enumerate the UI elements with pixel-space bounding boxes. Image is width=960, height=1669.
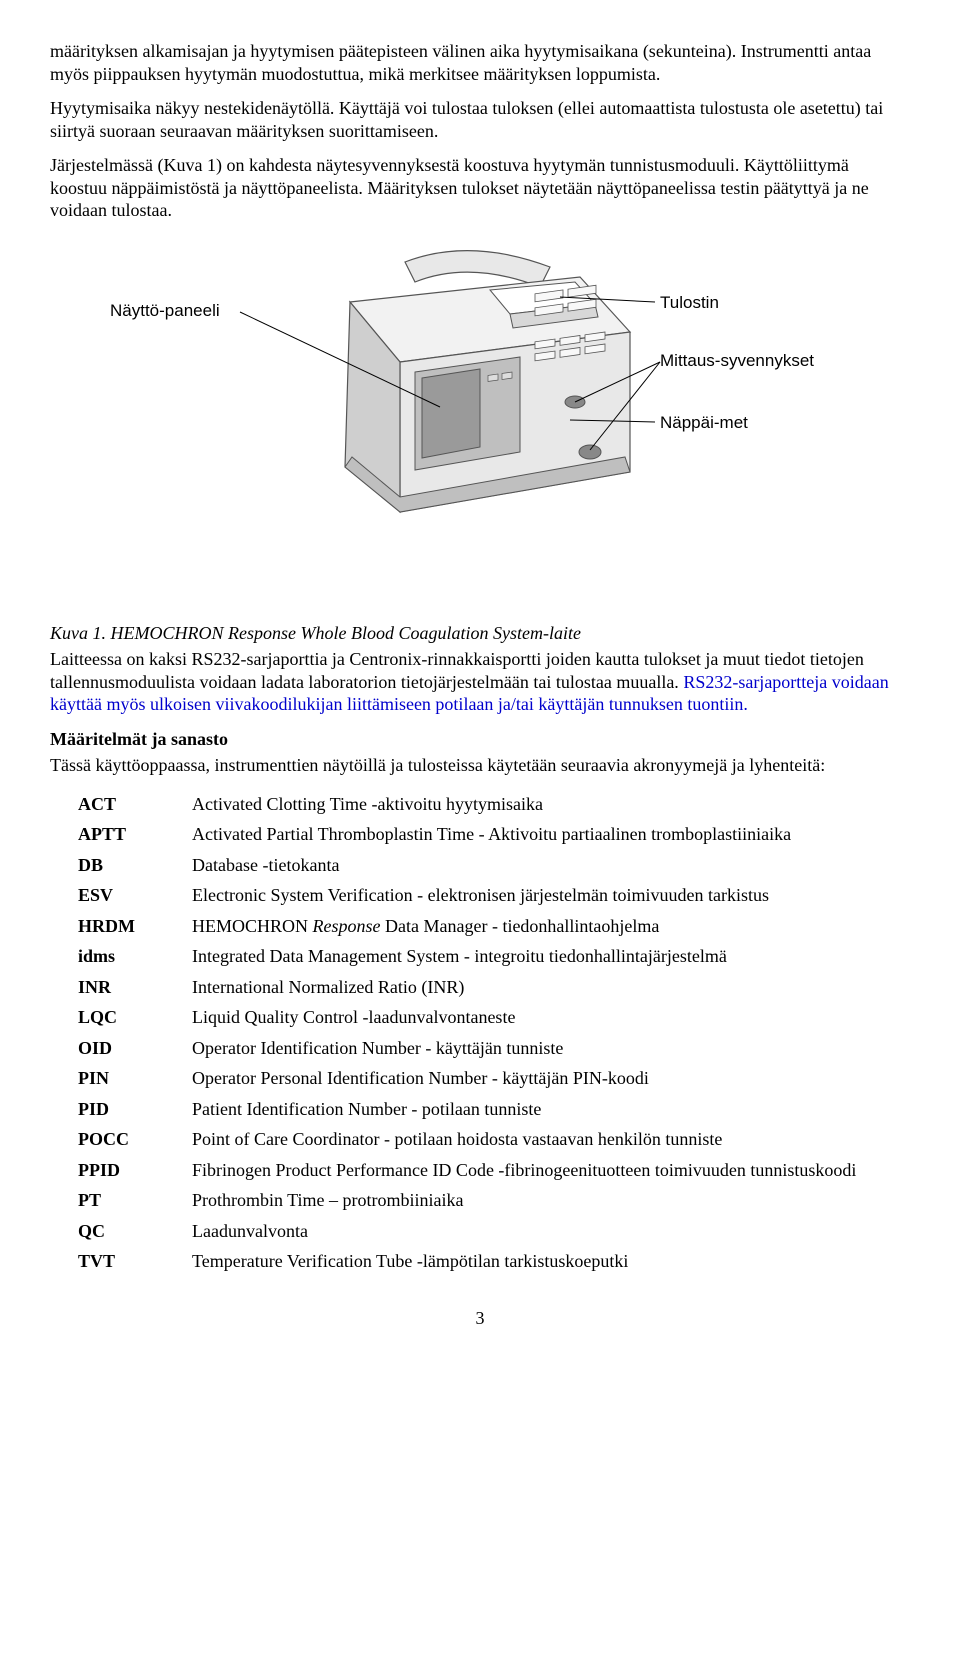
glossary-abbr: ACT — [78, 789, 192, 820]
glossary-abbr: PID — [78, 1094, 192, 1125]
glossary-row: ESVElectronic System Verification - elek… — [78, 880, 856, 911]
figure-caption: Kuva 1. HEMOCHRON Response Whole Blood C… — [50, 622, 910, 645]
glossary-abbr: OID — [78, 1033, 192, 1064]
paragraph-5: Tässä käyttöoppaassa, instrumenttien näy… — [50, 754, 910, 777]
glossary-abbr: idms — [78, 941, 192, 972]
glossary-abbr: POCC — [78, 1124, 192, 1155]
glossary-row: DBDatabase -tietokanta — [78, 850, 856, 881]
glossary-row: PINOperator Personal Identification Numb… — [78, 1063, 856, 1094]
glossary-def: Integrated Data Management System - inte… — [192, 941, 856, 972]
glossary-row: APTTActivated Partial Thromboplastin Tim… — [78, 819, 856, 850]
device-diagram: Näyttö-paneeli Tulostin Mittaus-syvennyk… — [50, 242, 910, 582]
glossary-def: Prothrombin Time – protrombiiniaika — [192, 1185, 856, 1216]
glossary-row: idmsIntegrated Data Management System - … — [78, 941, 856, 972]
glossary-abbr: PIN — [78, 1063, 192, 1094]
callout-printer: Tulostin — [660, 292, 719, 313]
paragraph-4: Laitteessa on kaksi RS232-sarjaporttia j… — [50, 648, 910, 716]
glossary-row: INRInternational Normalized Ratio (INR) — [78, 972, 856, 1003]
glossary-abbr: PT — [78, 1185, 192, 1216]
glossary-def: Point of Care Coordinator - potilaan hoi… — [192, 1124, 856, 1155]
glossary-row: PIDPatient Identification Number - potil… — [78, 1094, 856, 1125]
glossary-row: QCLaadunvalvonta — [78, 1216, 856, 1247]
glossary-def: Fibrinogen Product Performance ID Code -… — [192, 1155, 856, 1186]
glossary-def: Activated Partial Thromboplastin Time - … — [192, 819, 856, 850]
figure-caption-prefix: Kuva 1. — [50, 623, 111, 643]
glossary-abbr: QC — [78, 1216, 192, 1247]
glossary-row: ACTActivated Clotting Time -aktivoitu hy… — [78, 789, 856, 820]
glossary-abbr: TVT — [78, 1246, 192, 1277]
glossary-row: PTProthrombin Time – protrombiiniaika — [78, 1185, 856, 1216]
glossary-table: ACTActivated Clotting Time -aktivoitu hy… — [78, 789, 856, 1277]
glossary-abbr: LQC — [78, 1002, 192, 1033]
glossary-abbr: APTT — [78, 819, 192, 850]
glossary-abbr: HRDM — [78, 911, 192, 942]
glossary-def: Liquid Quality Control -laadunvalvontane… — [192, 1002, 856, 1033]
callout-keypad: Näppäi-met — [660, 412, 748, 433]
paragraph-3: Järjestelmässä (Kuva 1) on kahdesta näyt… — [50, 154, 910, 222]
section-title-definitions: Määritelmät ja sanasto — [50, 728, 910, 751]
glossary-abbr: PPID — [78, 1155, 192, 1186]
paragraph-1: määrityksen alkamisajan ja hyytymisen pä… — [50, 40, 910, 85]
glossary-row: TVTTemperature Verification Tube -lämpöt… — [78, 1246, 856, 1277]
glossary-row: HRDMHEMOCHRON Response Data Manager - ti… — [78, 911, 856, 942]
glossary-def: Laadunvalvonta — [192, 1216, 856, 1247]
glossary-row: LQCLiquid Quality Control -laadunvalvont… — [78, 1002, 856, 1033]
callout-display: Näyttö-paneeli — [110, 300, 220, 321]
paragraph-2: Hyytymisaika näkyy nestekidenäytöllä. Kä… — [50, 97, 910, 142]
figure-caption-text: HEMOCHRON Response Whole Blood Coagulati… — [111, 623, 581, 643]
glossary-def: Database -tietokanta — [192, 850, 856, 881]
glossary-def: Patient Identification Number - potilaan… — [192, 1094, 856, 1125]
glossary-def: HEMOCHRON Response Data Manager - tiedon… — [192, 911, 856, 942]
glossary-def: Electronic System Verification - elektro… — [192, 880, 856, 911]
glossary-row: POCCPoint of Care Coordinator - potilaan… — [78, 1124, 856, 1155]
glossary-def: Operator Identification Number - käyttäj… — [192, 1033, 856, 1064]
callout-wells: Mittaus-syvennykset — [660, 350, 814, 371]
glossary-row: OIDOperator Identification Number - käyt… — [78, 1033, 856, 1064]
glossary-def: Operator Personal Identification Number … — [192, 1063, 856, 1094]
glossary-abbr: INR — [78, 972, 192, 1003]
glossary-abbr: ESV — [78, 880, 192, 911]
glossary-row: PPIDFibrinogen Product Performance ID Co… — [78, 1155, 856, 1186]
glossary-def: Temperature Verification Tube -lämpötila… — [192, 1246, 856, 1277]
page-number: 3 — [50, 1307, 910, 1330]
glossary-def: International Normalized Ratio (INR) — [192, 972, 856, 1003]
glossary-abbr: DB — [78, 850, 192, 881]
device-illustration — [50, 242, 910, 582]
glossary-def: Activated Clotting Time -aktivoitu hyyty… — [192, 789, 856, 820]
